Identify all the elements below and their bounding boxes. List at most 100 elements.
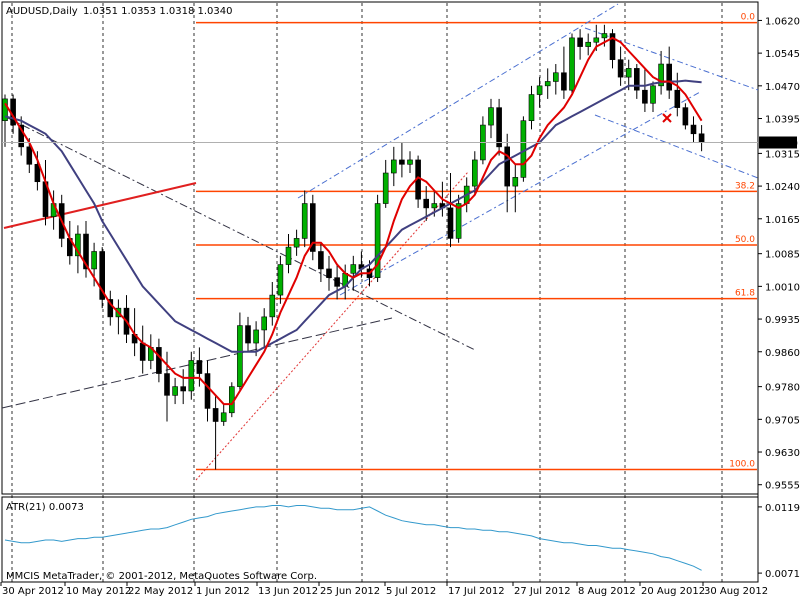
candle — [204, 360, 211, 422]
y-tick-label: 0.9935 — [765, 315, 800, 326]
chart-header: AUDUSD,Daily 1.0351 1.0353 1.0318 1.0340 — [6, 6, 233, 17]
x-tick-label: 20 Aug 2012 — [641, 586, 705, 597]
symbol-label: AUDUSD,Daily — [6, 6, 78, 17]
y-tick-label: 1.0620 — [765, 16, 800, 27]
candle — [172, 377, 178, 405]
candle — [18, 116, 25, 156]
candle — [536, 77, 543, 108]
y-tick-label: 0.9630 — [765, 448, 800, 459]
candle — [269, 282, 276, 326]
x-tick-label: 17 Jul 2012 — [448, 586, 505, 597]
candle — [496, 98, 502, 156]
candle — [666, 46, 673, 99]
candle — [220, 404, 227, 426]
candle — [212, 395, 219, 470]
y-tick-label: 1.0240 — [765, 182, 800, 193]
candle — [682, 103, 689, 130]
candle — [399, 142, 405, 178]
candle — [99, 247, 105, 309]
x-tick-label: 1 Jun 2012 — [196, 586, 250, 597]
candle — [561, 46, 567, 99]
candle — [455, 194, 462, 243]
atr-pane-frame — [1, 496, 759, 583]
y-tick-label: 1.0315 — [765, 149, 800, 160]
candle — [326, 255, 332, 291]
candle — [658, 50, 664, 95]
atr-tick-label: 0.0071 — [765, 569, 800, 580]
candle — [633, 64, 640, 99]
candle — [2, 94, 8, 147]
x-tick-label: 8 Aug 2012 — [578, 586, 636, 597]
candle — [617, 46, 624, 86]
y-tick-label: 0.9780 — [765, 383, 800, 394]
candle — [253, 321, 259, 357]
fib-diagonal-line — [195, 171, 469, 481]
y-tick-label: 0.9705 — [765, 415, 800, 426]
candle — [83, 220, 89, 278]
candle — [650, 81, 656, 112]
candle — [277, 255, 284, 304]
candle — [520, 116, 527, 182]
y-tick-label: 1.0545 — [765, 49, 800, 60]
atr-tick-label: 0.0119 — [765, 503, 800, 514]
candle — [504, 133, 511, 213]
candle — [471, 151, 478, 195]
x-tick-label: 22 May 2012 — [128, 586, 193, 597]
candle — [318, 242, 324, 283]
candle — [447, 173, 454, 248]
candle — [334, 264, 340, 300]
candle — [423, 186, 430, 221]
current-price-tag — [759, 136, 797, 149]
candle — [301, 190, 308, 248]
candle — [512, 164, 519, 213]
x-tick-label: 27 Jul 2012 — [514, 586, 571, 597]
y-tick-label: 0.9860 — [765, 348, 800, 359]
candle — [569, 33, 575, 95]
fib-level-label: 50.0 — [735, 235, 755, 245]
candle — [642, 68, 648, 112]
x-tick-label: 30 Apr 2012 — [2, 586, 64, 597]
candle — [407, 151, 413, 174]
candle — [309, 194, 316, 261]
candle — [285, 234, 292, 274]
candle — [382, 159, 389, 208]
candle — [577, 29, 583, 60]
y-tick-label: 1.0010 — [765, 282, 800, 293]
fib-level-label: 38.2 — [735, 181, 755, 191]
fib-level-label: 100.0 — [729, 459, 755, 469]
current-price-label: 1.0340 — [763, 139, 798, 150]
y-tick-label: 1.0470 — [765, 82, 800, 93]
atr-line — [4, 505, 702, 571]
candle — [374, 194, 381, 283]
candle — [552, 64, 559, 95]
wedge-lower-line — [594, 114, 759, 179]
y-tick-label: 1.0165 — [765, 215, 800, 226]
candle — [245, 316, 251, 352]
candle — [674, 72, 681, 117]
candle — [188, 351, 195, 400]
atr-title: ATR(21) 0.0073 — [6, 502, 84, 513]
x-tick-label: 25 Jun 2012 — [320, 586, 380, 597]
candle — [75, 225, 81, 274]
x-tick-label: 5 Jul 2012 — [386, 586, 436, 597]
candle — [350, 255, 357, 291]
price-axis-labels: 1.0620 1.0545 1.0470 1.0395 1.0315 1.0240 1.01… — [758, 16, 800, 492]
candle — [156, 338, 162, 383]
channel-lower-line — [339, 91, 701, 296]
y-tick-label: 0.9555 — [765, 481, 800, 492]
atr-axis-labels: 0.0119 0.0071 — [758, 503, 800, 580]
x-tick-label: 10 May 2012 — [66, 586, 131, 597]
x-tick-label: 13 Jun 2012 — [258, 586, 318, 597]
ohlc-label: 1.0351 1.0353 1.0318 1.0340 — [83, 6, 233, 17]
candle — [390, 146, 397, 187]
candle — [196, 347, 203, 387]
candle — [609, 29, 616, 69]
fib-level-label: 0.0 — [741, 13, 756, 23]
candle — [528, 85, 535, 130]
candle — [107, 290, 114, 326]
candle — [690, 116, 697, 143]
cross-marker-icon — [662, 113, 672, 123]
x-tick-label: 30 Aug 2012 — [704, 586, 768, 597]
